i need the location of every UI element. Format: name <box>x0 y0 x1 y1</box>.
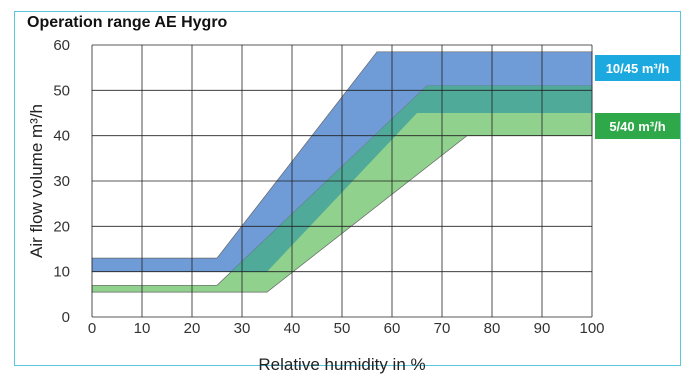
x-tick-label: 80 <box>484 320 501 337</box>
y-tick-label: 0 <box>62 309 70 326</box>
x-tick-label: 100 <box>579 320 604 337</box>
chart-title: Operation range AE Hygro <box>27 14 228 31</box>
y-tick-label: 20 <box>53 218 70 235</box>
y-tick-label: 50 <box>53 82 70 99</box>
x-axis-ticks: 0 10 20 30 40 50 60 70 80 90 100 <box>88 320 605 337</box>
legend: 10/45 m³/h 5/40 m³/h <box>595 55 680 139</box>
x-tick-label: 60 <box>384 320 401 337</box>
y-axis-ticks: 0 10 20 30 40 50 60 <box>53 37 70 326</box>
x-tick-label: 30 <box>234 320 251 337</box>
y-tick-label: 10 <box>53 264 70 281</box>
legend-swatch <box>595 113 680 139</box>
x-tick-label: 50 <box>334 320 351 337</box>
grid-layer <box>91 44 593 318</box>
x-tick-label: 0 <box>88 320 96 337</box>
x-tick-label: 10 <box>134 320 151 337</box>
legend-label: 5/40 m³/h <box>609 119 665 134</box>
y-tick-label: 60 <box>53 37 70 54</box>
y-tick-label: 30 <box>53 173 70 190</box>
x-tick-label: 40 <box>284 320 301 337</box>
x-tick-label: 20 <box>184 320 201 337</box>
x-tick-label: 90 <box>534 320 551 337</box>
x-tick-label: 70 <box>434 320 451 337</box>
y-tick-label: 40 <box>53 128 70 145</box>
x-axis-title: Relative humidity in % <box>258 355 425 374</box>
legend-swatch <box>595 55 680 81</box>
legend-label: 10/45 m³/h <box>606 61 670 76</box>
y-axis-title: Air flow volume m³/h <box>27 104 46 258</box>
